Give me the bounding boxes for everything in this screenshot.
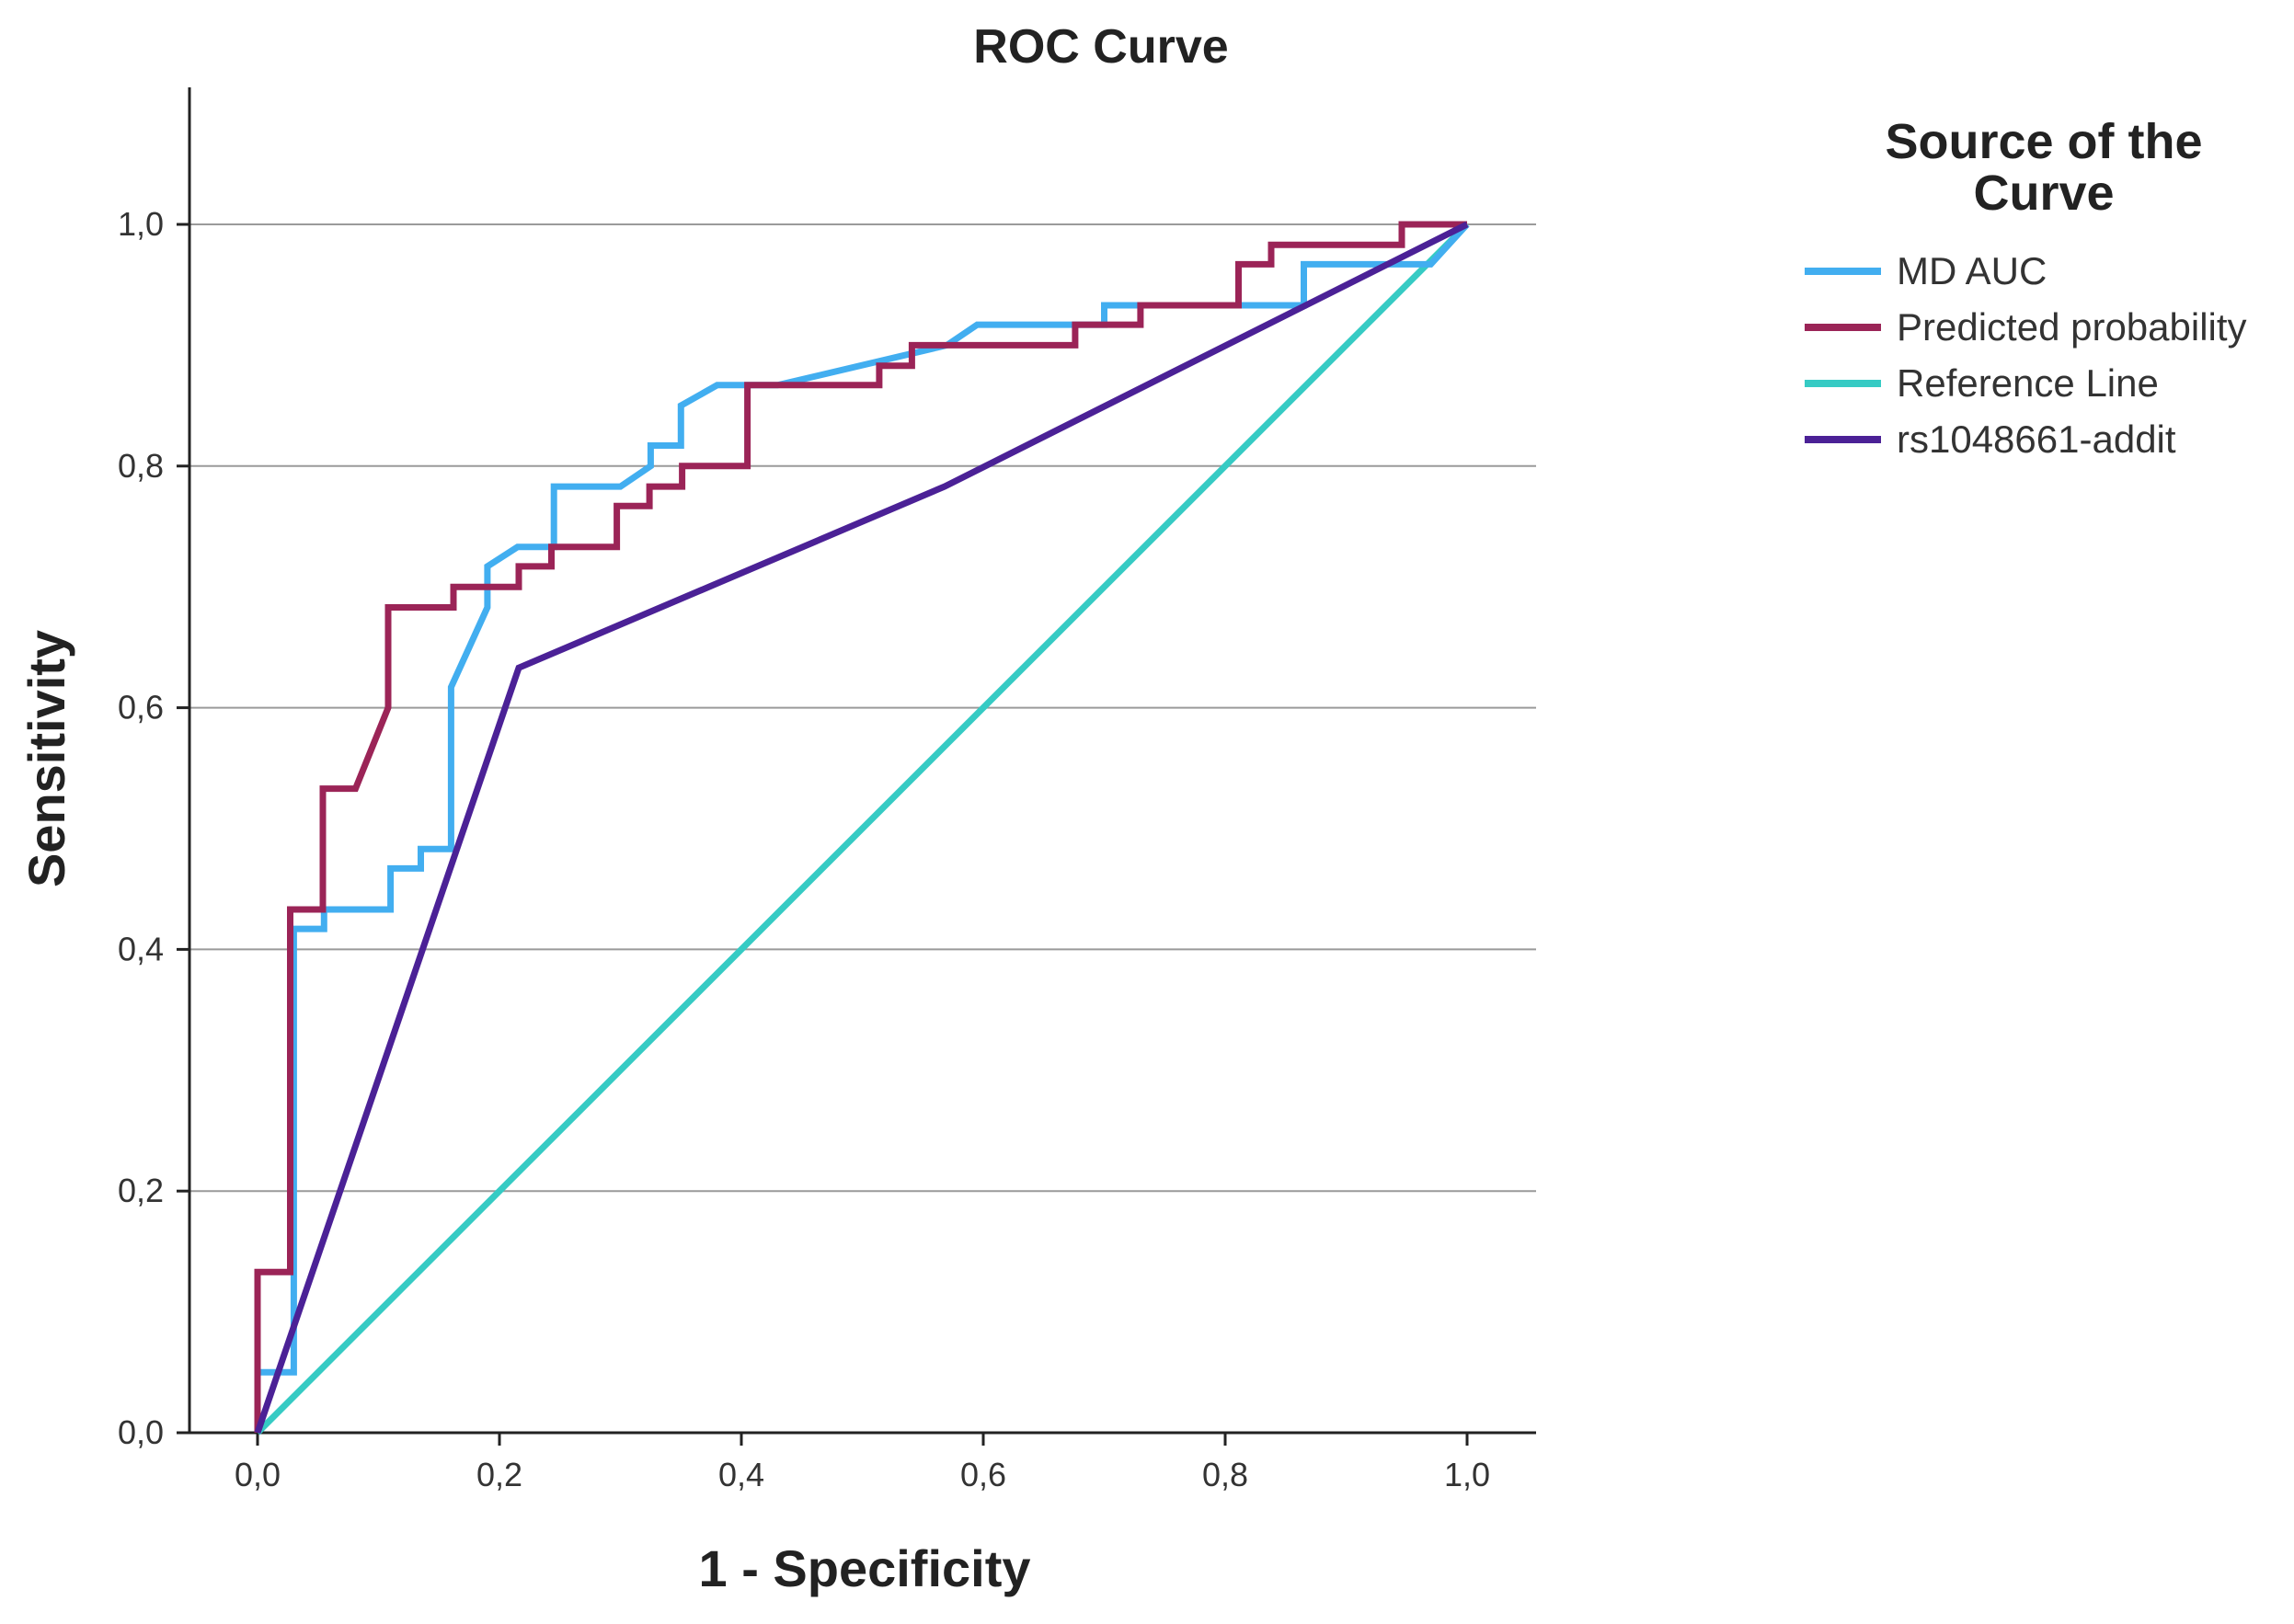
legend-label: Reference Line bbox=[1897, 361, 2159, 405]
y-tick-label: 1,0 bbox=[118, 205, 164, 243]
y-tick-label: 0,4 bbox=[118, 930, 164, 967]
x-tick-label: 0,2 bbox=[476, 1456, 522, 1493]
series-line-predicted-probability bbox=[254, 221, 1467, 1433]
chart-title: ROC Curve bbox=[973, 20, 1228, 74]
axes bbox=[177, 87, 1536, 1446]
y-tick-label: 0,0 bbox=[118, 1413, 164, 1451]
y-tick-labels: 0,0 0,2 0,4 0,6 0,8 1,0 bbox=[118, 205, 164, 1451]
x-tick-label: 0,8 bbox=[1202, 1456, 1248, 1493]
x-tick-labels: 0,0 0,2 0,4 0,6 0,8 1,0 bbox=[235, 1456, 1490, 1493]
x-tick-label: 0,0 bbox=[235, 1456, 281, 1493]
legend-label: Predicted probability bbox=[1897, 305, 2247, 349]
y-tick-label: 0,8 bbox=[118, 447, 164, 485]
x-tick-label: 0,6 bbox=[960, 1456, 1006, 1493]
x-axis-title: 1 - Specificity bbox=[698, 1539, 1030, 1597]
series-line-rs1048661-addit bbox=[254, 221, 1469, 1435]
legend-label: MD AUC bbox=[1897, 249, 2047, 292]
y-tick-label: 0,2 bbox=[118, 1172, 164, 1209]
series-line-reference-line bbox=[255, 222, 1470, 1435]
legend-title-line-2: Curve bbox=[1973, 166, 2114, 221]
legend-title-line-1: Source of the bbox=[1885, 114, 2202, 169]
y-axis-title: Sensitivity bbox=[17, 630, 75, 887]
x-tick-label: 0,4 bbox=[718, 1456, 764, 1493]
legend: Source of the Curve MD AUC Predicted prob… bbox=[1805, 114, 2247, 461]
x-tick-label: 1,0 bbox=[1444, 1456, 1490, 1493]
series-lines bbox=[254, 221, 1470, 1435]
gridlines bbox=[189, 223, 1536, 1193]
y-tick-label: 0,6 bbox=[118, 689, 164, 726]
legend-label: rs1048661-addit bbox=[1897, 417, 2176, 461]
